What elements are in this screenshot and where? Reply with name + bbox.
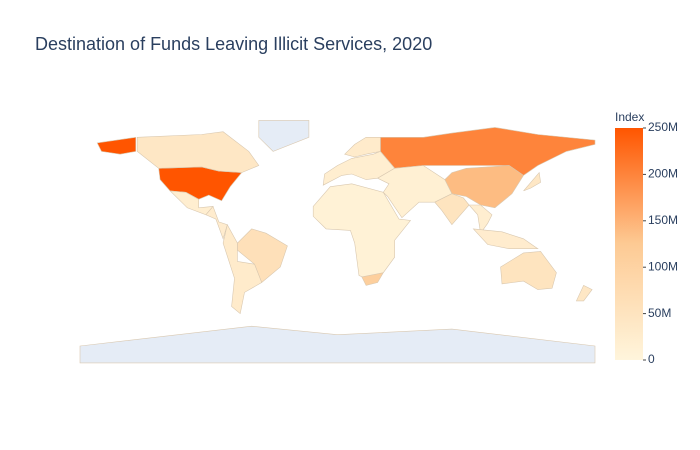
colorbar-tick-label: 250M (648, 120, 678, 134)
region (444, 165, 524, 209)
region (361, 272, 384, 286)
region (380, 127, 596, 176)
region (136, 131, 260, 173)
colorbar-tick-label: 100M (648, 259, 678, 273)
region (169, 190, 214, 216)
colorbar-tick-label: 50M (648, 306, 671, 320)
region (237, 228, 288, 283)
region (523, 171, 541, 192)
region (222, 223, 263, 315)
region (500, 251, 557, 290)
region (376, 165, 453, 219)
region (312, 183, 412, 279)
colorbar-tick-label: 150M (648, 213, 678, 227)
colorbar-tick-label: 200M (648, 167, 678, 181)
region (205, 205, 228, 240)
map (79, 120, 596, 364)
region (468, 204, 493, 234)
colorbar-title: Index (615, 110, 644, 124)
chart-title: Destination of Funds Leaving Illicit Ser… (35, 34, 432, 54)
region (575, 284, 593, 302)
region (322, 151, 396, 186)
region (344, 137, 381, 158)
colorbar-tick-label: 0 (648, 352, 655, 366)
no-data-region (258, 120, 310, 152)
no-data-region (79, 325, 596, 364)
region (472, 228, 539, 249)
colorbar (615, 128, 643, 360)
